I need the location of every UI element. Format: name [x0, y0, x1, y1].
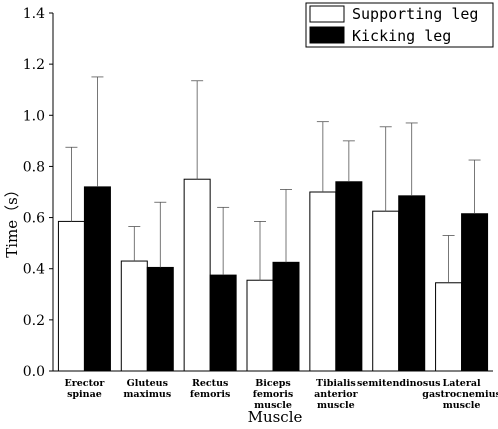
y-tick-label: 0.8 [23, 159, 45, 175]
legend: Supporting leg Kicking leg [305, 2, 494, 48]
error-bars [65, 76, 481, 283]
y-tick-label: 0.2 [23, 313, 45, 329]
bar-supporting-leg-gluteus-maximus [120, 260, 148, 372]
bar-kicking-leg-biceps-femoris-muscle [272, 261, 300, 372]
bar-kicking-leg-gluteus-maximus [146, 266, 174, 372]
category-label-rectus-femoris: Rectus femoris [190, 378, 230, 400]
category-label-semitendinosus: semitendinosus [357, 378, 441, 389]
bar-supporting-leg-rectus-femoris [183, 178, 211, 372]
bar-kicking-leg-lateral-gastrocnemius-muscle [461, 213, 489, 372]
y-tick-label: 0.4 [23, 262, 45, 278]
bar-kicking-leg-semitendinosus [398, 195, 426, 372]
bar-kicking-leg-rectus-femoris [209, 274, 237, 372]
x-axis-title: Muscle [248, 408, 303, 426]
y-axis: 0.0 0.2 0.4 0.6 0.8 1.0 1.2 1.4 [23, 6, 54, 380]
legend-swatch-kicking-leg [309, 26, 345, 44]
y-tick-label: 1.0 [23, 108, 45, 124]
legend-swatch-supporting-leg [309, 5, 345, 23]
category-label-biceps-femoris-muscle: Biceps femoris muscle [253, 378, 293, 411]
y-tick-label: 1.2 [23, 57, 45, 73]
category-label-gluteus-maximus: Gluteus maximus [123, 378, 171, 400]
bar-kicking-leg-tibialis-anterior-muscle [335, 181, 363, 372]
bar-supporting-leg-tibialis-anterior-muscle [309, 191, 337, 372]
category-label-tibialis-anterior-muscle: Tibialis anterior muscle [314, 378, 358, 411]
bar-supporting-leg-semitendinosus [372, 210, 400, 372]
bar-supporting-leg-lateral-gastrocnemius-muscle [435, 282, 463, 372]
bar-supporting-leg-erector-spinae [57, 220, 85, 372]
legend-label-supporting-leg: Supporting leg [352, 5, 478, 23]
category-labels: Erector spinae Gluteus maximus Rectus femoris… [65, 378, 498, 411]
legend-label-kicking-leg: Kicking leg [352, 27, 451, 45]
y-tick-label: 0.0 [23, 364, 45, 380]
y-tick-label: 1.4 [23, 6, 45, 22]
y-axis-title: Time（s） [3, 182, 21, 258]
y-tick-label: 0.6 [23, 211, 45, 227]
bar-kicking-leg-erector-spinae [83, 186, 111, 372]
bar-supporting-leg-biceps-femoris-muscle [246, 279, 274, 372]
bars [57, 178, 489, 372]
category-label-erector-spinae: Erector spinae [65, 378, 106, 400]
category-label-lateral-gastrocnemius-muscle: Lateral gastrocnemius muscle [422, 378, 498, 411]
